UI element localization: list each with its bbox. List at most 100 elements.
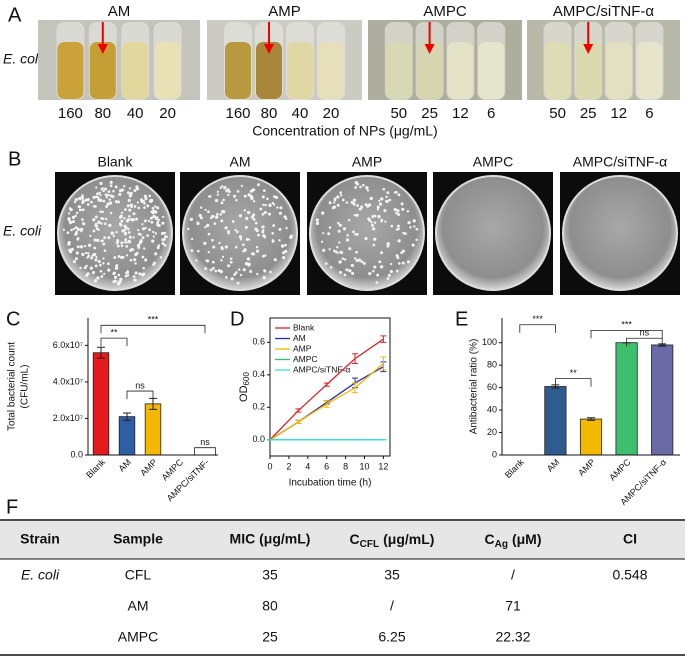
colony (152, 209, 156, 213)
table-header: Strain (20, 531, 60, 547)
legend-label: AMPC/siTNF-α (293, 364, 350, 374)
colony (224, 226, 228, 230)
colony (81, 197, 85, 201)
colony (163, 244, 167, 247)
significance-bracket (194, 447, 216, 456)
colony (345, 238, 350, 242)
colony (360, 260, 364, 264)
colony (236, 190, 240, 193)
colony (152, 261, 157, 265)
colony (362, 183, 365, 187)
colony (346, 234, 349, 237)
error-bar (352, 353, 359, 364)
colony (396, 209, 400, 213)
colony (333, 197, 337, 201)
colony (70, 228, 73, 232)
y-tick-label: 100 (482, 337, 497, 347)
colony (101, 187, 105, 190)
colony (382, 187, 386, 191)
significance-label: ns (640, 328, 650, 338)
table-cell: 0.548 (612, 567, 647, 583)
colony (249, 270, 253, 274)
colony (244, 262, 249, 266)
colony (118, 189, 122, 193)
colony (389, 262, 393, 266)
colony (96, 238, 100, 242)
x-tick-label: 6 (324, 461, 329, 471)
colony (78, 196, 82, 201)
colony (273, 258, 277, 262)
colony (123, 217, 126, 220)
colony (233, 194, 237, 198)
colony (108, 201, 113, 205)
colony (152, 230, 155, 234)
colony (385, 199, 388, 203)
tube-liquid (575, 42, 602, 99)
row-label: E. coli (3, 51, 42, 67)
colony (94, 215, 98, 219)
colony (274, 195, 279, 200)
concentration: 40 (292, 105, 309, 122)
colony (220, 201, 224, 205)
x-tick-label: AMPC (607, 457, 633, 483)
colony (94, 195, 98, 199)
plate-label: AMPC/siTNF-α (573, 154, 667, 170)
colony (96, 192, 99, 196)
plate (57, 175, 173, 291)
colony (147, 219, 151, 223)
y-tick-label: 0.2 (252, 402, 265, 412)
error-bar (352, 382, 359, 394)
header-sub: CFL (360, 539, 379, 550)
table-header: CCFL (μg/mL) (350, 531, 435, 550)
y-tick-label: 6.0x10⁷ (53, 340, 83, 350)
colony (96, 276, 100, 280)
colony (143, 219, 147, 223)
colony (267, 212, 272, 216)
colony (231, 220, 235, 223)
colony (157, 223, 161, 228)
colony (372, 269, 375, 273)
colony (218, 241, 221, 245)
colony (244, 225, 248, 229)
colony (354, 186, 357, 189)
header-main: C (350, 531, 360, 547)
colony (81, 221, 85, 225)
colony (383, 209, 387, 213)
colony (385, 195, 388, 198)
concentration: 20 (159, 105, 176, 122)
bar (92, 352, 110, 456)
colony (252, 200, 256, 203)
axis (87, 318, 218, 456)
colony (398, 262, 401, 265)
colony (376, 273, 380, 277)
colony (373, 221, 377, 224)
concentration: 12 (452, 105, 469, 122)
colony (79, 245, 84, 249)
colony (395, 269, 399, 273)
colony (341, 198, 345, 202)
colony (284, 249, 288, 253)
colony (90, 256, 94, 260)
significance-label: *** (621, 320, 632, 330)
colony (156, 246, 160, 250)
colony (333, 201, 336, 204)
error-bar (587, 417, 595, 421)
colony (134, 271, 138, 275)
plate-label: AM (230, 154, 251, 170)
colony (68, 207, 72, 210)
table-cell: AMPC (118, 629, 158, 645)
colony (102, 189, 105, 193)
colony (212, 266, 215, 270)
colony (246, 257, 251, 261)
colony (97, 196, 100, 199)
colony (141, 273, 145, 277)
table-cell: AM (128, 598, 149, 614)
plate-label: AMPC (473, 154, 513, 170)
colony (235, 230, 239, 234)
significance-bracket (519, 324, 556, 333)
colony (247, 193, 251, 197)
colony (157, 244, 161, 247)
colony (199, 216, 203, 220)
colony (72, 220, 76, 224)
y-tick-label: 0.6 (252, 337, 265, 347)
